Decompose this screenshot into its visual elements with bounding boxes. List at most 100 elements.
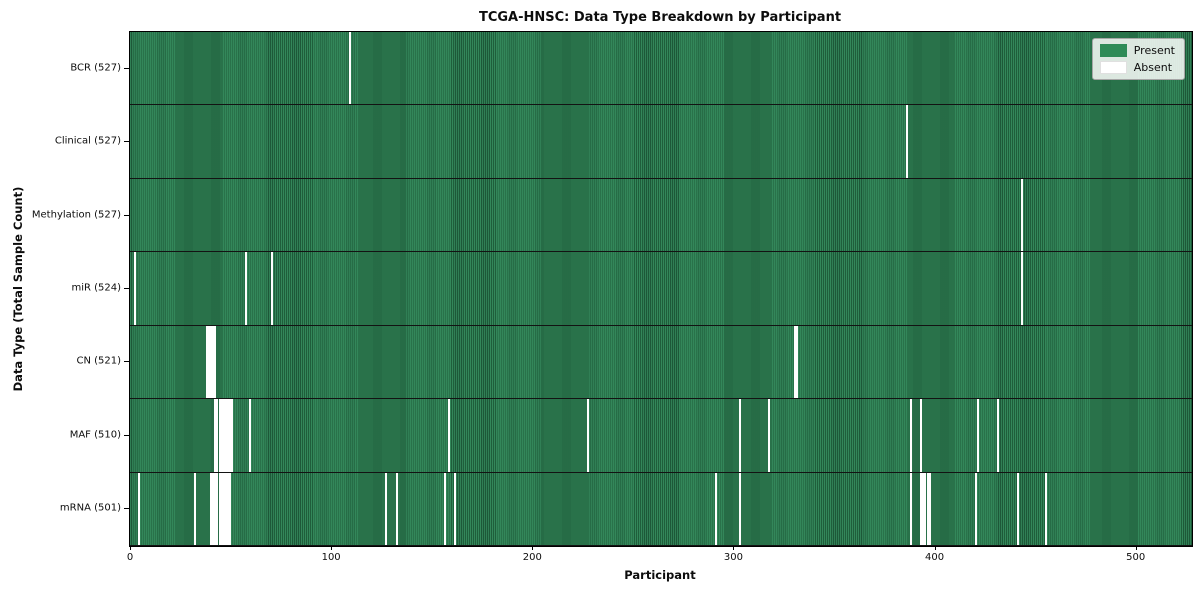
chart-title: TCGA-HNSC: Data Type Breakdown by Partic… xyxy=(478,10,842,25)
y-tick-label-maf: MAF (510) xyxy=(69,429,121,441)
absent-gap xyxy=(453,472,456,545)
absent-gap xyxy=(208,325,211,399)
x-tick-label-400: 400 xyxy=(924,552,945,563)
y-tick-label-mir: miR (524) xyxy=(71,282,121,294)
absent-gap xyxy=(206,325,209,399)
absent-gap xyxy=(210,325,213,399)
absent-gap xyxy=(385,472,388,545)
x-tick-mark xyxy=(331,546,333,550)
x-tick-mark xyxy=(934,546,936,550)
absent-gap xyxy=(226,472,229,545)
absent-gap xyxy=(739,472,742,545)
absent-gap xyxy=(220,399,223,472)
absent-gap xyxy=(928,472,931,545)
absent-gap xyxy=(218,472,221,545)
y-tick-label-mrna: mRNA (501) xyxy=(59,502,121,514)
absent-gap xyxy=(443,472,446,545)
absent-gap xyxy=(194,472,197,545)
absent-gap xyxy=(586,399,589,472)
y-tick-mark xyxy=(124,141,129,143)
y-tick-mark xyxy=(124,288,129,289)
absent-gap xyxy=(974,472,977,545)
absent-gap xyxy=(920,472,923,545)
absent-gap xyxy=(349,32,352,105)
absent-gap xyxy=(214,325,217,399)
absent-gap xyxy=(218,399,221,472)
x-tick-mark xyxy=(1135,546,1137,550)
y-tick-label-bcr: BCR (527) xyxy=(70,62,121,74)
absent-gap xyxy=(270,252,273,325)
absent-gap xyxy=(216,399,219,472)
absent-gap xyxy=(212,472,215,545)
y-tick-label-methylation: Methylation (527) xyxy=(31,209,121,221)
absent-gap xyxy=(395,472,398,545)
y-tick-mark xyxy=(124,214,129,216)
absent-gap xyxy=(138,472,141,545)
absent-gap xyxy=(226,399,229,472)
y-tick-label-cn: CN (521) xyxy=(76,355,121,367)
absent-gap xyxy=(1017,472,1019,545)
absent-gap xyxy=(216,472,219,545)
heatmap-row-methylation xyxy=(130,178,1192,253)
absent-gap xyxy=(795,325,798,399)
absent-gap xyxy=(222,472,225,545)
x-tick-mark xyxy=(532,546,534,550)
absent-gap xyxy=(230,399,233,472)
x-tick-label-300: 300 xyxy=(723,552,743,563)
absent-gap xyxy=(926,472,929,545)
absent-gap xyxy=(910,399,913,472)
absent-gap xyxy=(1021,178,1024,252)
absent-gap xyxy=(793,325,796,399)
absent-gap xyxy=(1021,252,1024,325)
absent-gap xyxy=(210,472,213,545)
absent-gap xyxy=(224,399,227,472)
absent-gap xyxy=(214,472,217,545)
plot-area: Present Absent xyxy=(129,31,1193,547)
absent-gap xyxy=(228,472,231,545)
x-tick-label-100: 100 xyxy=(321,552,341,563)
heatmap-row-clinical xyxy=(130,105,1192,179)
absent-gap xyxy=(447,399,450,472)
y-tick-mark xyxy=(124,434,129,436)
absent-gap xyxy=(228,399,231,472)
present-swatch-icon xyxy=(1099,44,1127,57)
absent-gap xyxy=(214,399,217,472)
x-tick-label-0: 0 xyxy=(126,552,134,563)
heatmap-row-mrna xyxy=(130,472,1192,546)
x-tick-label-500: 500 xyxy=(1126,552,1146,563)
x-tick-mark xyxy=(733,546,735,550)
absent-gap xyxy=(248,399,251,472)
absent-gap xyxy=(222,399,225,472)
absent-gap xyxy=(224,472,227,545)
absent-gap xyxy=(739,399,742,472)
heatmap-row-mir xyxy=(130,252,1192,326)
absent-gap xyxy=(906,105,909,178)
absent-gap xyxy=(996,399,999,472)
legend: Present Absent xyxy=(1091,38,1185,80)
absent-gap xyxy=(134,252,137,325)
absent-gap xyxy=(715,472,718,545)
x-axis-label: Participant xyxy=(624,568,696,582)
heatmap-row-bcr xyxy=(130,32,1192,106)
absent-gap xyxy=(212,325,215,399)
y-tick-label-clinical: Clinical (527) xyxy=(54,135,121,147)
legend-label-absent: Absent xyxy=(1133,61,1173,74)
y-tick-mark xyxy=(124,67,129,69)
absent-swatch-icon xyxy=(1099,61,1127,74)
absent-gap xyxy=(220,472,223,545)
absent-gap xyxy=(244,252,247,325)
y-tick-mark xyxy=(124,361,129,363)
absent-gap xyxy=(1045,472,1048,545)
heatmap-row-cn xyxy=(130,325,1192,400)
absent-gap xyxy=(924,472,927,545)
heatmap-row-maf xyxy=(130,399,1192,473)
absent-gap xyxy=(976,399,979,472)
legend-label-present: Present xyxy=(1133,44,1175,57)
legend-item-absent: Absent xyxy=(1099,61,1175,74)
y-tick-mark xyxy=(124,508,129,510)
legend-item-present: Present xyxy=(1099,44,1175,57)
x-tick-mark xyxy=(130,546,131,550)
absent-gap xyxy=(910,472,913,545)
absent-gap xyxy=(920,399,923,472)
